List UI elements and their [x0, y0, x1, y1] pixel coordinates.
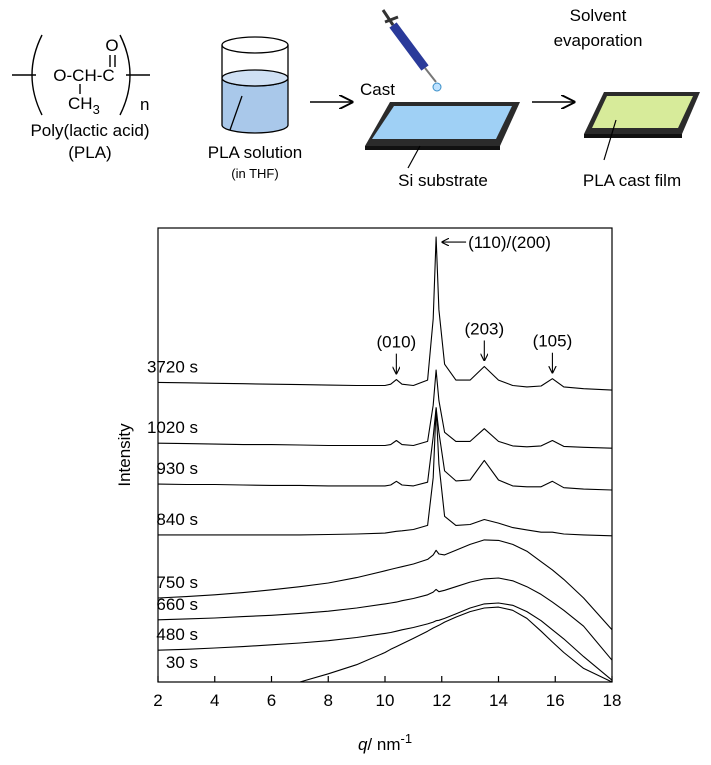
series-label: 840 s — [156, 510, 198, 529]
spectrum-line — [157, 539, 613, 631]
plot-frame — [157, 227, 613, 683]
caption: Cast — [360, 80, 395, 99]
caption: Si substrate — [398, 171, 488, 190]
beaker — [221, 36, 289, 134]
spectrum-line — [158, 407, 613, 537]
x-tick-label: 18 — [603, 691, 622, 710]
caption: PLA solution — [208, 143, 303, 162]
x-axis-label: / nm — [367, 735, 400, 754]
atom-label: CH — [68, 94, 93, 113]
annotation: (110)/(200) — [468, 233, 551, 252]
si-substrate — [365, 102, 520, 169]
x-tick-label: 10 — [376, 691, 395, 710]
spectrum-line — [299, 606, 613, 683]
atom-label: O-CH-C — [53, 66, 114, 85]
series-label: 1020 s — [147, 418, 198, 437]
caption: evaporation — [554, 31, 643, 50]
spectrum-line — [157, 236, 613, 391]
spectrum-line — [157, 407, 613, 491]
caption: PLA cast film — [583, 171, 681, 190]
x-axis-label: q/ nm-1 — [358, 731, 412, 754]
x-tick-label: 8 — [324, 691, 333, 710]
series-label: 30 s — [166, 653, 198, 672]
y-axis-label: Intensity — [115, 423, 134, 487]
caption: Poly(lactic acid) — [30, 121, 149, 140]
series-label: 930 s — [156, 459, 198, 478]
syringe — [381, 9, 442, 92]
repeat-label: n — [140, 95, 149, 114]
caption: Solvent — [570, 6, 627, 25]
x-tick-label: 6 — [267, 691, 276, 710]
cast-film — [584, 92, 700, 161]
x-tick-label: 14 — [489, 691, 508, 710]
atom-label: O — [105, 36, 118, 55]
spectrum-line — [157, 369, 613, 449]
annotation: (203) — [464, 319, 504, 338]
caption: (in THF) — [231, 166, 278, 181]
series-label: 750 s — [156, 573, 198, 592]
spectrum-line — [157, 577, 613, 661]
x-axis-label: q — [358, 735, 368, 754]
x-tick-label: 2 — [153, 691, 162, 710]
series-label: 480 s — [156, 625, 198, 644]
series-label: 660 s — [156, 595, 198, 614]
series-label: 3720 s — [147, 357, 198, 376]
x-tick-label: 4 — [210, 691, 219, 710]
spectrum-line — [157, 602, 613, 681]
pla-structure — [12, 34, 150, 116]
annotation: (010) — [377, 333, 417, 352]
x-tick-label: 12 — [432, 691, 451, 710]
annotation: (105) — [533, 332, 573, 351]
atom-label: CH3 — [68, 94, 100, 117]
caption: (PLA) — [68, 143, 111, 162]
x-axis-label: -1 — [400, 731, 412, 746]
subscript: 3 — [93, 102, 100, 117]
x-tick-label: 16 — [546, 691, 565, 710]
